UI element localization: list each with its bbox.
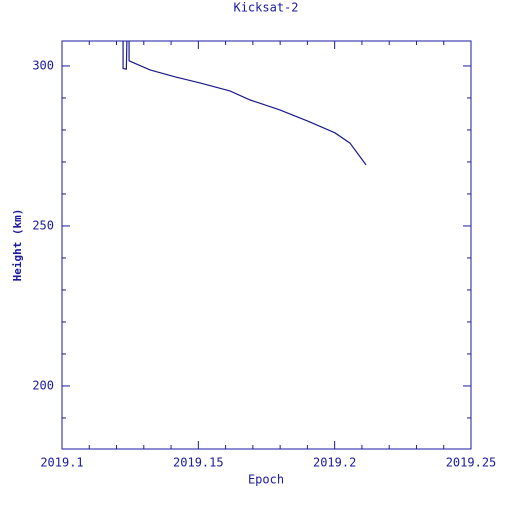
y-tick-label: 200 xyxy=(32,378,54,392)
x-axis-label: Epoch xyxy=(248,473,284,487)
data-line xyxy=(122,41,367,166)
y-axis-label: Height (km) xyxy=(11,209,24,282)
plot-frame xyxy=(61,40,472,450)
y-tick-label: 300 xyxy=(32,58,54,72)
x-tick-label: 2019.25 xyxy=(446,456,497,470)
x-tick-label: 2019.2 xyxy=(313,456,356,470)
y-tick-label: 250 xyxy=(32,218,54,232)
x-tick-label: 2019.15 xyxy=(173,456,224,470)
chart-title: Kicksat-2 xyxy=(233,1,298,15)
x-tick-label: 2019.1 xyxy=(40,456,83,470)
